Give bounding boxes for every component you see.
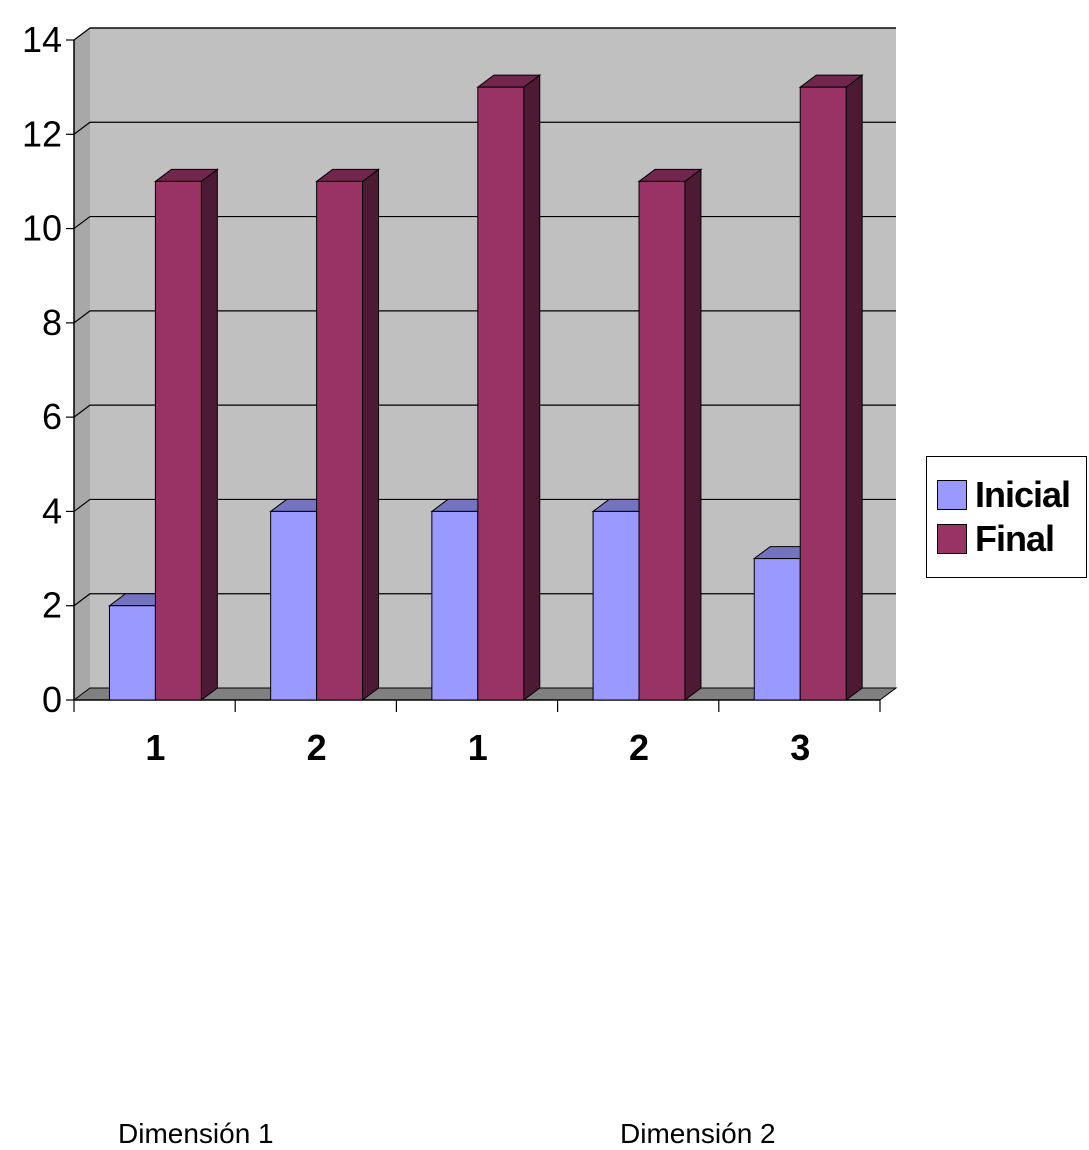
bar-final-0 bbox=[153, 168, 219, 701]
y-tick-label: 10 bbox=[22, 208, 62, 249]
y-tick-label: 6 bbox=[42, 396, 62, 437]
x-tick-label: 1 bbox=[145, 727, 165, 768]
bar-final-3 bbox=[637, 168, 703, 701]
y-tick-label: 0 bbox=[42, 679, 62, 720]
legend: Inicial Final bbox=[926, 456, 1087, 578]
y-tick-label: 4 bbox=[42, 490, 62, 531]
bar-final-1 bbox=[315, 168, 381, 701]
y-tick-label: 12 bbox=[22, 113, 62, 154]
y-tick-label: 8 bbox=[42, 302, 62, 343]
gridline bbox=[73, 310, 896, 324]
x-tick-label: 3 bbox=[790, 727, 810, 768]
legend-swatch-final bbox=[937, 524, 967, 554]
x-tick-label: 2 bbox=[629, 727, 649, 768]
legend-label-final: Final bbox=[975, 518, 1055, 559]
legend-item-inicial: Inicial bbox=[937, 474, 1071, 515]
y-axis-ticks: 0 2 4 6 8 10 12 14 bbox=[22, 19, 74, 720]
gridline bbox=[73, 404, 896, 418]
category-group-label-1: Dimensión 1 bbox=[118, 1118, 274, 1149]
legend-swatch-inicial bbox=[937, 480, 967, 510]
bar-final-2 bbox=[476, 74, 542, 701]
category-group-label-2: Dimensión 2 bbox=[620, 1118, 776, 1149]
gridline bbox=[73, 215, 896, 230]
legend-item-final: Final bbox=[937, 518, 1055, 559]
gridline bbox=[73, 121, 896, 135]
x-tick-label: 2 bbox=[307, 727, 327, 768]
legend-label-inicial: Inicial bbox=[975, 474, 1071, 515]
y-tick-label: 2 bbox=[42, 585, 62, 626]
x-tick-label: 1 bbox=[468, 727, 488, 768]
y-tick-label: 14 bbox=[22, 19, 62, 60]
bars bbox=[107, 74, 864, 701]
side-wall bbox=[74, 28, 90, 700]
x-axis-ticks: 1 2 1 2 3 bbox=[73, 700, 881, 768]
bar-final-4 bbox=[798, 74, 864, 701]
